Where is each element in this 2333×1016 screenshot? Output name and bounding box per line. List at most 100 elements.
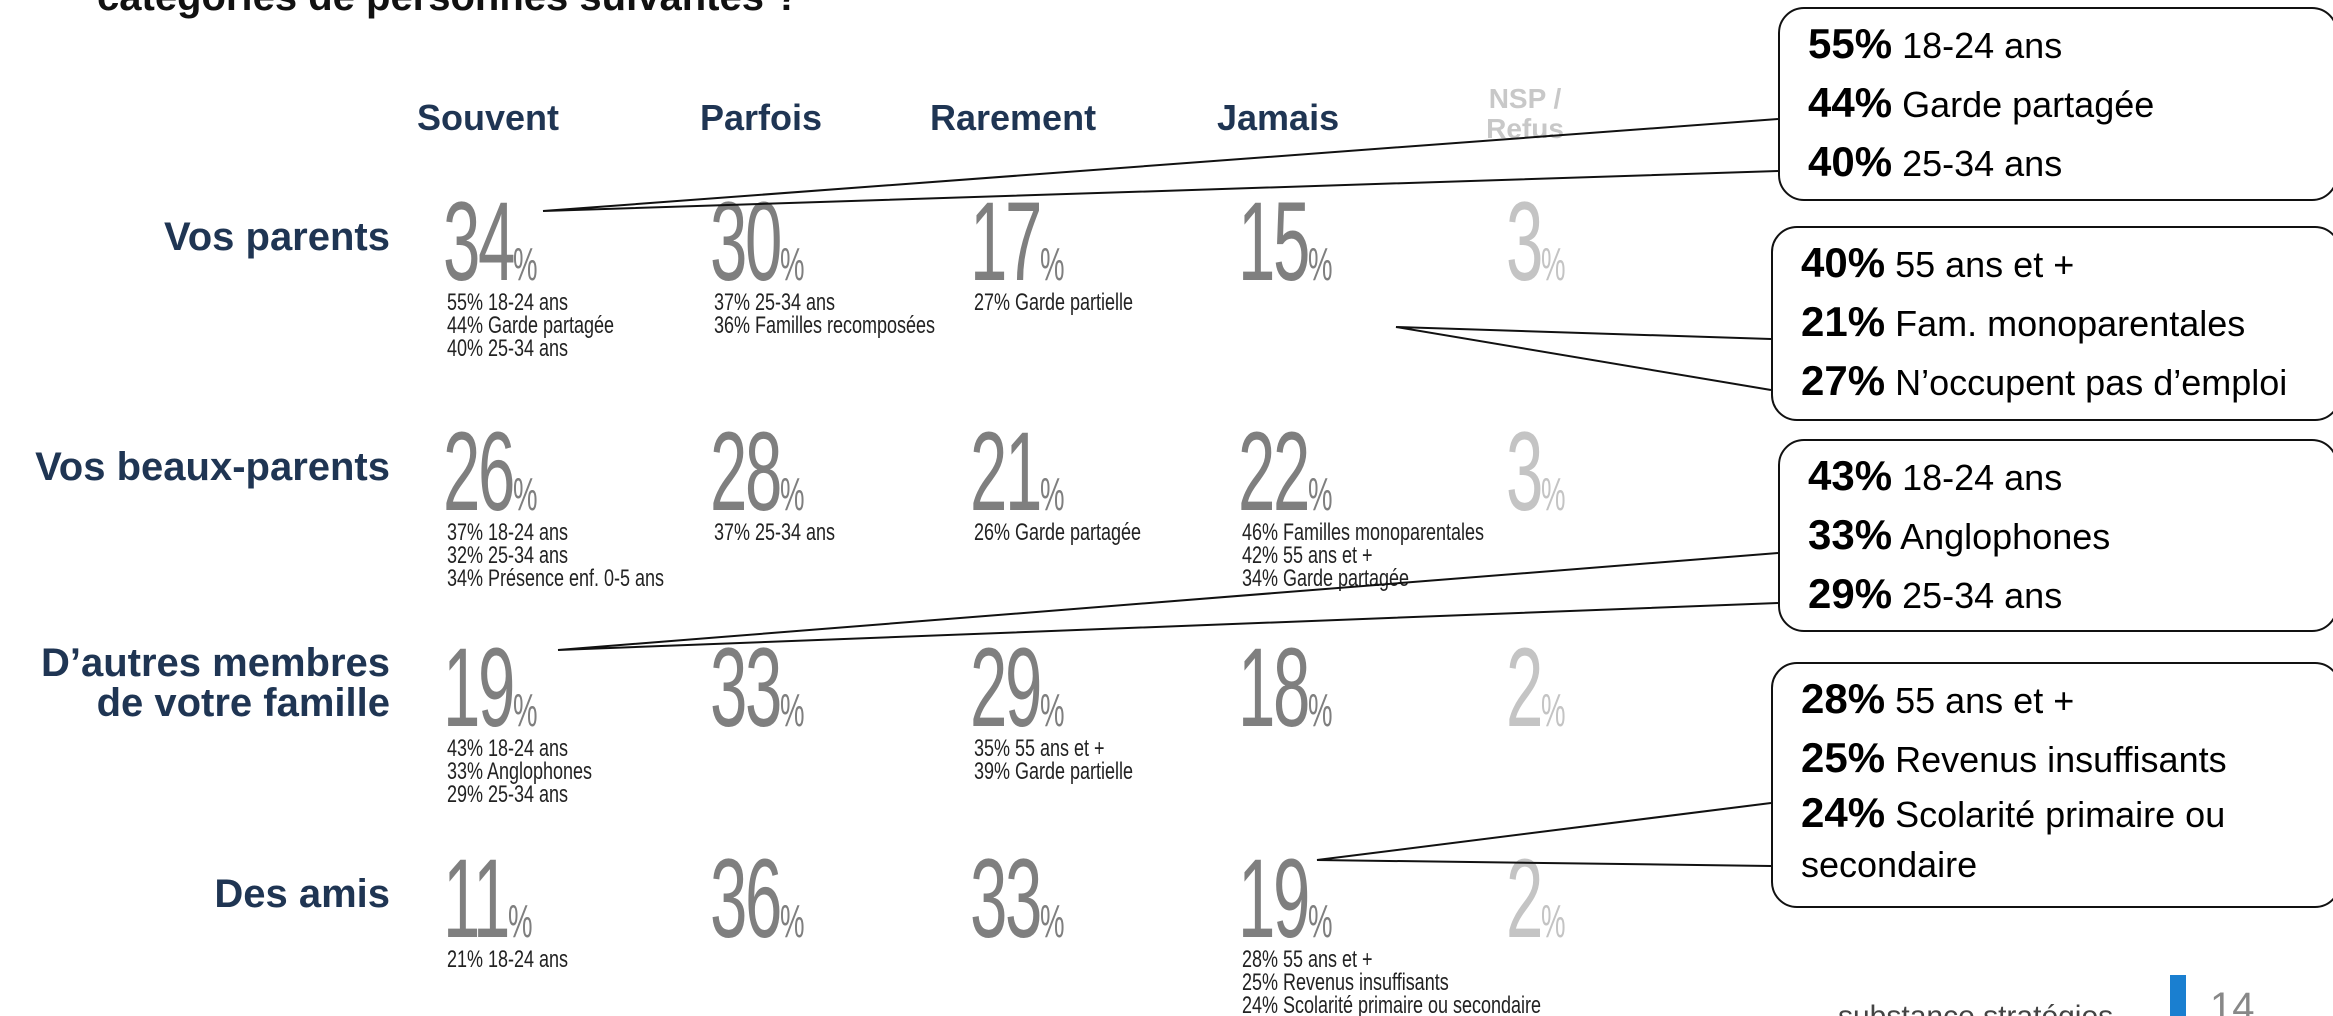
callout-item: 40% 25-34 ans [1808,133,2320,192]
percent-number: 17 [970,178,1040,304]
percent-number: 18 [1238,624,1308,750]
callout-pct: 29% [1808,570,1893,617]
row-label: Vos parents [164,215,390,259]
note: 28% 55 ans et + [1242,947,1373,973]
percent-sign: % [1040,897,1065,948]
percent-sign: % [1040,470,1065,521]
big-percent: 22% [1238,408,1332,534]
note: 21% 18-24 ans [447,947,568,973]
callout-label: 18-24 ans [1902,25,2063,66]
big-percent: 30% [710,178,804,304]
note-text: 46% Familles monoparentales [1242,520,1484,546]
percent-sign: % [513,686,538,737]
callout-box: 43% 18-24 ans 33% Anglophones 29% 25-34 an… [1778,439,2333,632]
callout-item: 40% 55 ans et + [1801,234,2323,293]
callout-box: 28% 55 ans et +25% Revenus insuffisants 2… [1771,662,2333,908]
cell-value: 29% [970,624,1064,750]
note-text: 40% 25-34 ans [447,336,568,362]
callout-item: 43% 18-24 ans [1808,447,2320,506]
note: 37% 25-34 ans [714,290,835,316]
note-text: 37% 25-34 ans [714,290,835,316]
note-text: 29% 25-34 ans [447,782,568,808]
note: 44% Garde partagée [447,313,614,339]
big-percent: 36% [710,835,804,961]
callout-box: 55% 18-24 ans 44% Garde partagée 40% 25-34… [1778,7,2333,201]
note-text: 43% 18-24 ans [447,736,568,762]
note: 55% 18-24 ans [447,290,568,316]
percent-number: 36 [710,835,780,961]
column-header: Jamais [1217,97,1339,138]
note: 25% Revenus insuffisants [1242,970,1449,996]
note-text: 39% Garde partielle [974,759,1133,785]
big-percent: 29% [970,624,1064,750]
callout-pct: 43% [1808,452,1893,499]
big-percent: 26% [443,408,537,534]
callout-label: 55 ans et + [1895,680,2075,721]
callout-pct: 24% [1801,789,1886,836]
percent-number: 33 [970,835,1040,961]
big-percent: 34% [443,178,537,304]
callout-label: Garde partagée [1902,84,2155,125]
note: 34% Présence enf. 0-5 ans [447,566,664,592]
note-text: 26% Garde partagée [974,520,1141,546]
callout-item: 24% Scolarité primaire ou secondaire [1801,788,2323,890]
callout-item: 33% Anglophones [1808,506,2320,565]
callout-pct: 33% [1808,511,1893,558]
percent-number: 34 [443,178,514,304]
note-text: 44% Garde partagée [447,313,614,339]
percent-number: 3 [1506,178,1541,304]
cell-value: 36% [710,835,804,961]
cell-value: 28% [710,408,804,534]
note: 27% Garde partielle [974,290,1133,316]
percent-sign: % [1040,240,1065,291]
callout-label: 18-24 ans [1902,457,2063,498]
percent-sign: % [780,686,805,737]
note: 34% Garde partagée [1242,566,1409,592]
cell-value: 11% [443,835,532,961]
callout-pct: 40% [1808,138,1893,185]
note: 39% Garde partielle [974,759,1133,785]
percent-number: 26 [443,408,513,534]
cell-value: 21% [970,408,1064,534]
percent-sign: % [780,470,805,521]
column-header: Rarement [930,97,1096,138]
note: 33% Anglophones [447,759,592,785]
cell-value: 34% [443,178,537,304]
note: 37% 18-24 ans [447,520,568,546]
callout-label: 25-34 ans [1902,575,2063,616]
callout-pct: 25% [1801,734,1886,781]
note: 37% 25-34 ans [714,520,835,546]
percent-number: 29 [970,624,1040,750]
big-percent: 11% [443,835,532,961]
callout-label: Scolarité primaire ou secondaire [1801,794,2226,885]
note-text: 21% 18-24 ans [447,947,568,973]
percent-number: 2 [1506,624,1541,750]
big-percent: 19% [1238,835,1332,961]
footer-bar [2170,975,2186,1016]
note: 46% Familles monoparentales [1242,520,1484,546]
callout-box: 40% 55 ans et +21% Fam. monoparentales 27… [1771,226,2333,421]
note-text: 33% Anglophones [447,759,592,785]
note-text: 27% Garde partielle [974,290,1133,316]
big-percent: 33% [710,624,804,750]
big-percent: 21% [970,408,1064,534]
row-label: Vos beaux-parents [35,445,390,489]
note-text: 25% Revenus insuffisants [1242,970,1449,996]
row-label: de votre famille [97,681,390,725]
percent-number: 19 [443,624,513,750]
big-percent: 15% [1238,178,1332,304]
callout-pct: 55% [1808,20,1893,67]
cell-value: 2% [1506,624,1566,750]
percent-sign: % [1040,686,1065,737]
callout-item: 55% 18-24 ans [1808,15,2320,74]
pointer-line [557,552,1779,651]
percent-number: 11 [443,835,508,961]
percent-number: 21 [970,408,1040,534]
big-percent: 2% [1506,624,1566,750]
row-label: Des amis [214,872,390,916]
cell-value: 19% [443,624,537,750]
percent-sign: % [1541,240,1566,291]
big-percent: 17% [970,178,1064,304]
pointer-line [542,118,1779,212]
